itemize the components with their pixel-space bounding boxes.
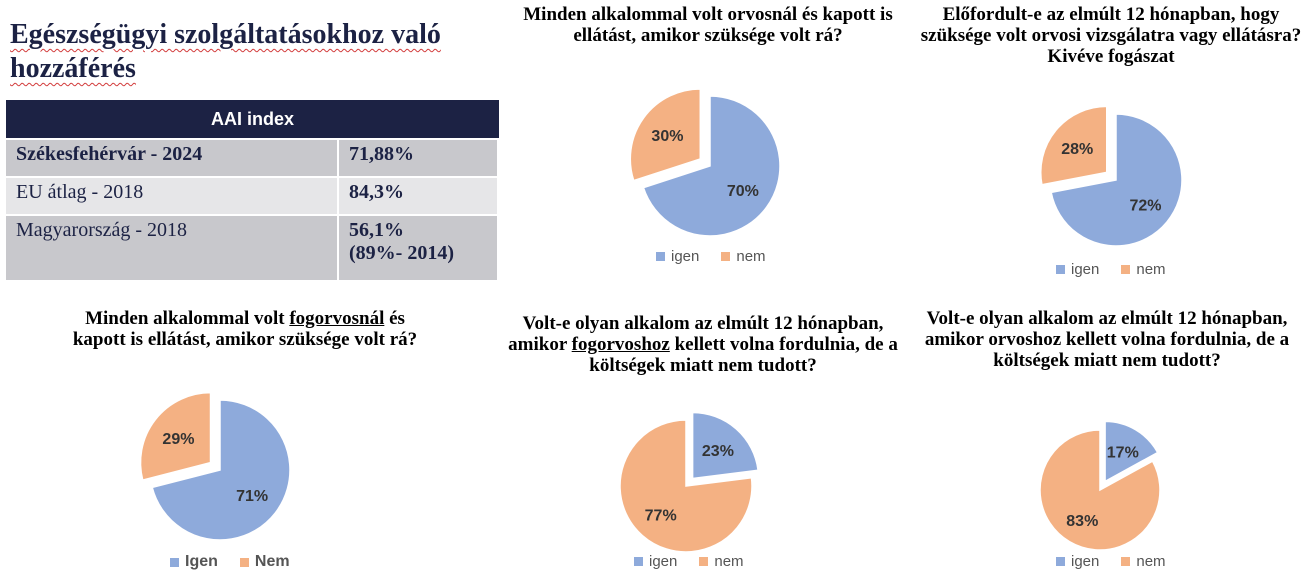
- row-label: EU átlag - 2018: [6, 178, 339, 214]
- legend-item: nem: [1121, 261, 1166, 278]
- chart-legend: igen nem: [656, 248, 766, 265]
- legend-swatch: [656, 252, 665, 261]
- pie-data-label: 83%: [1066, 513, 1098, 530]
- legend-label: nem: [1136, 261, 1166, 278]
- legend-label: Igen: [185, 553, 218, 570]
- row-label: Magyarország - 2018: [6, 216, 339, 280]
- pie-chart: 72% 28%: [1040, 105, 1183, 247]
- legend-label: nem: [736, 248, 766, 265]
- pie-slice-nem: [139, 391, 212, 481]
- pie-chart: 71% 29%: [139, 391, 291, 541]
- legend-swatch: [634, 557, 643, 566]
- legend-swatch: [699, 557, 709, 566]
- legend-item: igen: [634, 553, 677, 570]
- legend-label: Nem: [254, 553, 290, 570]
- chart-title-part: Minden alkalommal volt orvosnál és kapot…: [523, 4, 893, 46]
- chart-title-part: fogorvosnál: [289, 308, 385, 329]
- chart-legend: igen nem: [1056, 261, 1166, 278]
- legend-label: nem: [1136, 553, 1166, 570]
- legend-label: igen: [649, 553, 678, 570]
- pie-data-label: 70%: [727, 183, 759, 200]
- legend-label: igen: [1071, 261, 1100, 278]
- row-value-secondary: (89%- 2014): [349, 242, 454, 264]
- table-row: Magyarország - 2018 56,1% (89%- 2014): [6, 216, 499, 280]
- chart-title-part: fogorvoshoz: [571, 334, 670, 355]
- table-row: Székesfehérvár - 2024 71,88%: [6, 140, 499, 176]
- pie-data-label: 77%: [645, 508, 677, 525]
- legend-swatch: [1121, 557, 1131, 566]
- row-value: 71,88%: [339, 140, 499, 176]
- pie-slice-nem: [1040, 105, 1108, 186]
- pie-chart: 17% 83%: [1039, 420, 1161, 551]
- table-row: EU átlag - 2018 84,3%: [6, 178, 499, 214]
- pie-slice-igen: [691, 411, 759, 480]
- legend-item: Igen: [170, 553, 218, 571]
- pie-chart: 23% 77%: [619, 411, 759, 553]
- pie-slice-igen: [642, 95, 781, 237]
- chart-title-part: Előfordult-e az elmúlt 12 hónapban, hogy…: [920, 4, 1302, 67]
- pie-data-label: 71%: [236, 488, 268, 505]
- chart-legend: igen nem: [1056, 553, 1166, 570]
- pie-chart: 70% 30%: [629, 88, 781, 237]
- chart-title: Minden alkalommal volt orvosnál és kapot…: [512, 4, 904, 46]
- pie-slice-nem: [1039, 429, 1161, 551]
- pie-slice-igen: [1050, 113, 1183, 247]
- legend-item: Nem: [239, 553, 290, 571]
- chart-title: Volt-e olyan alkalom az elmúlt 12 hónapb…: [912, 308, 1302, 371]
- pie-data-label: 28%: [1061, 141, 1093, 158]
- row-value: 56,1% (89%- 2014): [339, 216, 499, 280]
- chart-title-part: Volt-e olyan alkalom az elmúlt 12 hónapb…: [924, 308, 1290, 371]
- legend-label: nem: [714, 553, 744, 570]
- chart-title-part: és kapott is ellátást, amikor szüksége v…: [72, 308, 418, 350]
- row-value: 84,3%: [339, 178, 499, 214]
- legend-label: igen: [671, 248, 700, 265]
- chart-title-part: kellett volna fordulnia, de a költségek …: [589, 334, 898, 376]
- chart-title: Előfordult-e az elmúlt 12 hónapban, hogy…: [916, 4, 1306, 67]
- row-label: Székesfehérvár - 2024: [6, 140, 339, 176]
- legend-label: igen: [1071, 553, 1100, 570]
- legend-item: igen: [656, 248, 699, 265]
- pie-slice-nem: [619, 419, 753, 553]
- aai-index-table: AAI index Székesfehérvár - 2024 71,88% E…: [6, 98, 499, 282]
- pie-data-label: 17%: [1107, 444, 1139, 461]
- chart-title-part: Volt-e olyan alkalom az elmúlt 12 hónapb…: [508, 313, 884, 355]
- table-header: AAI index: [6, 100, 499, 138]
- legend-swatch: [239, 557, 249, 567]
- chart-title: Volt-e olyan alkalom az elmúlt 12 hónapb…: [503, 313, 903, 376]
- pie-data-label: 23%: [702, 443, 734, 460]
- row-value-main: 56,1%: [349, 219, 404, 241]
- legend-swatch: [170, 557, 179, 567]
- legend-item: igen: [1056, 553, 1099, 570]
- pie-slice-igen: [151, 399, 291, 541]
- pie-slice-igen: [1104, 420, 1159, 483]
- pie-slice-nem: [629, 88, 702, 182]
- legend-item: igen: [1056, 261, 1099, 278]
- chart-legend: Igen Nem: [170, 553, 290, 571]
- legend-swatch: [1056, 265, 1065, 274]
- chart-legend: igen nem: [634, 553, 744, 570]
- pie-data-label: 72%: [1129, 197, 1161, 214]
- pie-data-label: 29%: [162, 431, 194, 448]
- legend-item: nem: [699, 553, 744, 570]
- legend-item: nem: [721, 248, 766, 265]
- chart-title: Minden alkalommal volt fogorvosnál és ka…: [70, 308, 420, 350]
- legend-swatch: [1121, 265, 1131, 274]
- chart-title-part: Minden alkalommal volt: [85, 308, 290, 329]
- legend-item: nem: [1121, 553, 1166, 570]
- page-title: Egészségügyi szolgáltatásokhoz való hozz…: [10, 19, 441, 84]
- legend-swatch: [1056, 557, 1065, 566]
- pie-data-label: 30%: [651, 128, 683, 145]
- legend-swatch: [721, 252, 731, 261]
